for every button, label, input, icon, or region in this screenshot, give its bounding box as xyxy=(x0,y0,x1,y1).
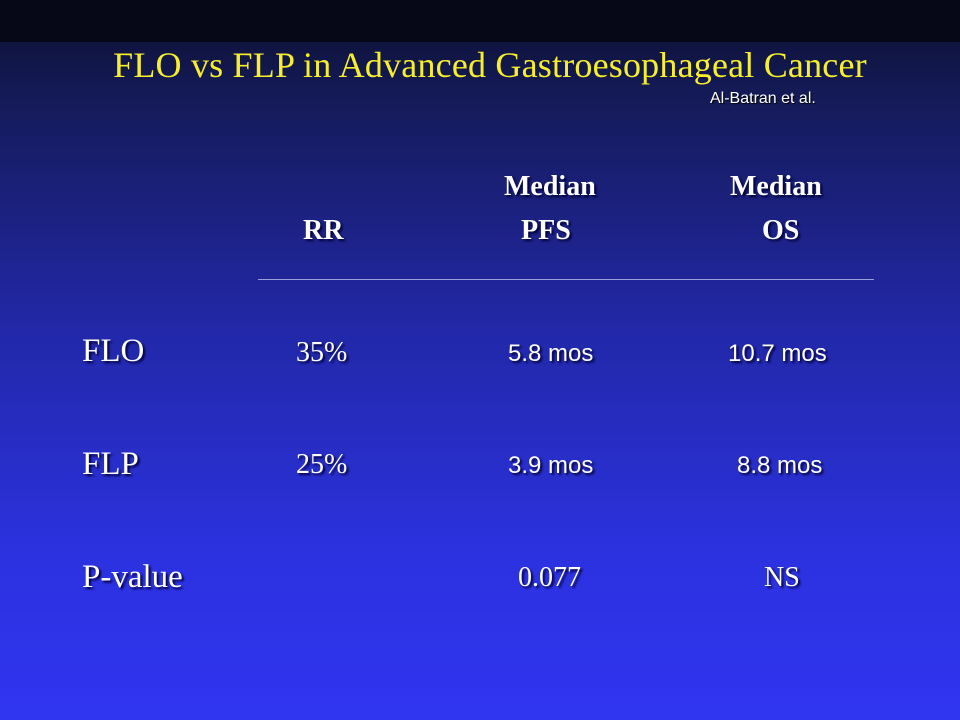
cell-flo-os: 10.7 mos xyxy=(728,340,827,367)
top-band xyxy=(0,0,960,42)
header-divider xyxy=(258,279,874,280)
header-pfs-line1: Median xyxy=(504,171,596,202)
cell-flo-rr: 35% xyxy=(296,337,348,368)
cell-flp-pfs: 3.9 mos xyxy=(508,452,594,479)
header-pfs-line2: PFS xyxy=(521,215,571,246)
header-os-line2: OS xyxy=(762,215,800,246)
header-rr: RR xyxy=(303,215,344,246)
cell-flp-os: 8.8 mos xyxy=(737,452,823,479)
row-label-p-value: P-value xyxy=(82,559,183,595)
row-label-flp: FLP xyxy=(82,446,139,482)
citation: Al-Batran et al. xyxy=(710,90,816,107)
row-label-flo: FLO xyxy=(82,333,145,369)
header-os-line1: Median xyxy=(730,171,822,202)
cell-p-value-pfs: 0.077 xyxy=(518,562,581,593)
cell-flo-pfs: 5.8 mos xyxy=(508,340,594,367)
cell-flp-rr: 25% xyxy=(296,449,348,480)
cell-p-value-os: NS xyxy=(764,562,800,593)
slide-title: FLO vs FLP in Advanced Gastroesophageal … xyxy=(113,45,867,85)
